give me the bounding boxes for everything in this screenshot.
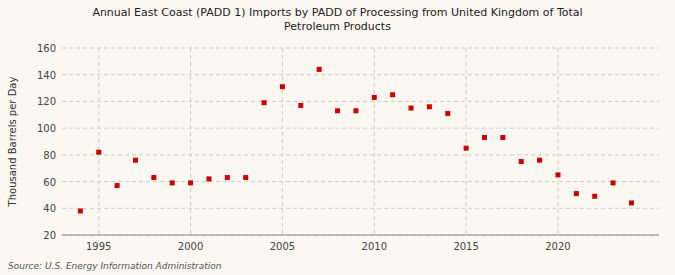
- point: [280, 84, 285, 89]
- x-grid-line: [466, 48, 467, 235]
- point: [537, 158, 542, 163]
- point: [115, 183, 120, 188]
- y-grid-line: [62, 154, 659, 155]
- point: [243, 175, 248, 180]
- point: [482, 135, 487, 140]
- point: [500, 135, 505, 140]
- y-tick-label: 40: [43, 203, 56, 214]
- point: [151, 175, 156, 180]
- point: [298, 103, 303, 108]
- y-grid-line: [62, 181, 659, 182]
- x-grid-line: [98, 48, 99, 235]
- x-axis-line: [62, 235, 659, 236]
- y-tick-label: 80: [43, 150, 56, 161]
- point: [96, 150, 101, 155]
- point: [519, 159, 524, 164]
- y-grid-line: [62, 101, 659, 102]
- point: [445, 111, 450, 116]
- x-tick-label: 1995: [86, 241, 111, 252]
- point: [353, 108, 358, 113]
- point: [188, 180, 193, 185]
- point: [390, 92, 395, 97]
- y-grid-line: [62, 235, 659, 236]
- x-tick-label: 2005: [270, 241, 295, 252]
- y-grid-line: [62, 74, 659, 75]
- point: [133, 158, 138, 163]
- y-tick-label: 120: [37, 96, 56, 107]
- point: [78, 208, 83, 213]
- x-tick-label: 2015: [453, 241, 478, 252]
- point: [225, 175, 230, 180]
- y-axis-label: Thousand Barrels per Day: [7, 77, 18, 208]
- title-line: Petroleum Products: [284, 20, 391, 33]
- x-grid-line: [190, 48, 191, 235]
- y-grid-line: [62, 128, 659, 129]
- y-tick-label: 160: [37, 43, 56, 54]
- point: [317, 67, 322, 72]
- point: [372, 95, 377, 100]
- point: [206, 176, 211, 181]
- point: [427, 104, 432, 109]
- x-tick-label: 2000: [178, 241, 203, 252]
- title: Annual East Coast (PADD 1) Imports by PA…: [92, 6, 582, 33]
- chart: Annual East Coast (PADD 1) Imports by PA…: [0, 0, 675, 275]
- point: [574, 191, 579, 196]
- point: [464, 146, 469, 151]
- y-tick-label: 140: [37, 70, 56, 81]
- y-grid-line: [62, 208, 659, 209]
- point: [592, 194, 597, 199]
- grid: [62, 48, 659, 235]
- point: [170, 180, 175, 185]
- point: [409, 106, 414, 111]
- y-grid-line: [62, 48, 659, 49]
- title-line: Annual East Coast (PADD 1) Imports by PA…: [92, 6, 582, 19]
- point: [262, 100, 267, 105]
- y-tick-label: 20: [43, 230, 56, 241]
- source-note: Source: U.S. Energy Information Administ…: [8, 261, 222, 271]
- x-grid-line: [282, 48, 283, 235]
- x-tick-label: 2020: [545, 241, 570, 252]
- point: [629, 200, 634, 205]
- x-grid-line: [557, 48, 558, 235]
- x-grid-line: [374, 48, 375, 235]
- y-tick-label: 60: [43, 177, 56, 188]
- points: [78, 67, 634, 214]
- y-tick-label: 100: [37, 123, 56, 134]
- x-tick-label: 2010: [362, 241, 387, 252]
- point: [555, 172, 560, 177]
- point: [611, 180, 616, 185]
- point: [335, 108, 340, 113]
